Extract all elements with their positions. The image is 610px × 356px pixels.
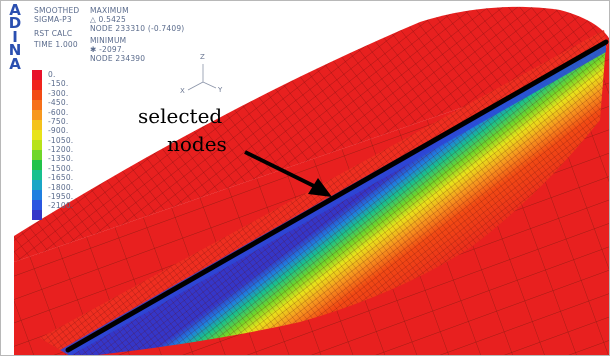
legend-tick-label: -1800. xyxy=(48,182,74,192)
legend-swatch xyxy=(32,190,42,201)
max-value: △ 0.5425 xyxy=(90,15,126,24)
legend-swatch xyxy=(32,150,42,161)
legend-swatch xyxy=(32,210,42,220)
legend-swatch xyxy=(32,120,42,131)
legend-swatch xyxy=(32,160,42,171)
legend-swatch xyxy=(32,110,42,121)
legend-tick-label: -450. xyxy=(48,98,69,108)
logo-letter: D xyxy=(8,14,22,33)
logo-letter: A xyxy=(9,1,21,19)
legend-tick-label: -1350. xyxy=(48,154,74,164)
legend-swatch xyxy=(32,140,42,151)
legend-swatch xyxy=(32,70,42,81)
legend-swatch xyxy=(32,180,42,191)
annotation-arrow-head xyxy=(308,178,332,197)
logo-letter: I xyxy=(12,27,18,46)
legend-tick-label: -1200. xyxy=(48,145,74,154)
legend-tick-label: -600. xyxy=(48,107,69,117)
max-heading: MAXIMUM xyxy=(90,6,129,15)
min-heading: MINIMUM xyxy=(90,36,127,45)
callout-label-line2: nodes xyxy=(167,132,227,156)
result-calc: RST CALC xyxy=(34,29,73,38)
result-variable: SIGMA-P3 xyxy=(34,15,72,24)
legend-tick-label: -1500. xyxy=(48,163,74,173)
legend-swatch xyxy=(32,170,42,181)
legend-tick-label: -2100. xyxy=(48,201,74,211)
result-smoothing: SMOOTHED xyxy=(34,6,80,15)
axis-label-x: X xyxy=(180,87,185,95)
max-node: NODE 233310 (-0.7409) xyxy=(90,24,185,33)
legend-tick-label: 0. xyxy=(48,70,56,79)
legend-tick-label: -150. xyxy=(48,79,69,89)
min-node: NODE 234390 xyxy=(90,54,146,63)
axis-triad xyxy=(187,64,217,91)
legend-tick-label: -1650. xyxy=(48,173,74,183)
axis-label-y: Y xyxy=(218,86,223,94)
adina-logo: A D I N A xyxy=(7,1,23,73)
legend-swatch xyxy=(32,130,42,141)
legend-colorbar xyxy=(32,70,42,220)
legend-tick-label: -1050. xyxy=(48,135,74,145)
legend-tick-label: -1950. xyxy=(48,191,74,201)
legend-swatch xyxy=(32,100,42,111)
min-value: ✱ -2097. xyxy=(90,45,125,54)
callout-label-line1: selected xyxy=(138,104,223,128)
legend-tick-label: -900. xyxy=(48,126,69,136)
legend-tick-labels: 0. -150. -300. -450. -600. -750. -900. -1050. -1… xyxy=(48,70,73,211)
result-time: TIME 1.000 xyxy=(34,40,78,49)
logo-letter: N xyxy=(8,41,22,60)
selected-nodes-line xyxy=(65,39,609,353)
legend-tick-label: -300. xyxy=(48,88,69,98)
legend-swatch xyxy=(32,90,42,101)
annotation-arrow-shaft xyxy=(244,150,319,190)
legend-swatch xyxy=(32,200,42,211)
axis-label-z: Z xyxy=(200,53,205,61)
legend-tick-label: -750. xyxy=(48,116,69,126)
logo-letter: A xyxy=(9,54,21,73)
legend-swatch xyxy=(32,80,42,91)
